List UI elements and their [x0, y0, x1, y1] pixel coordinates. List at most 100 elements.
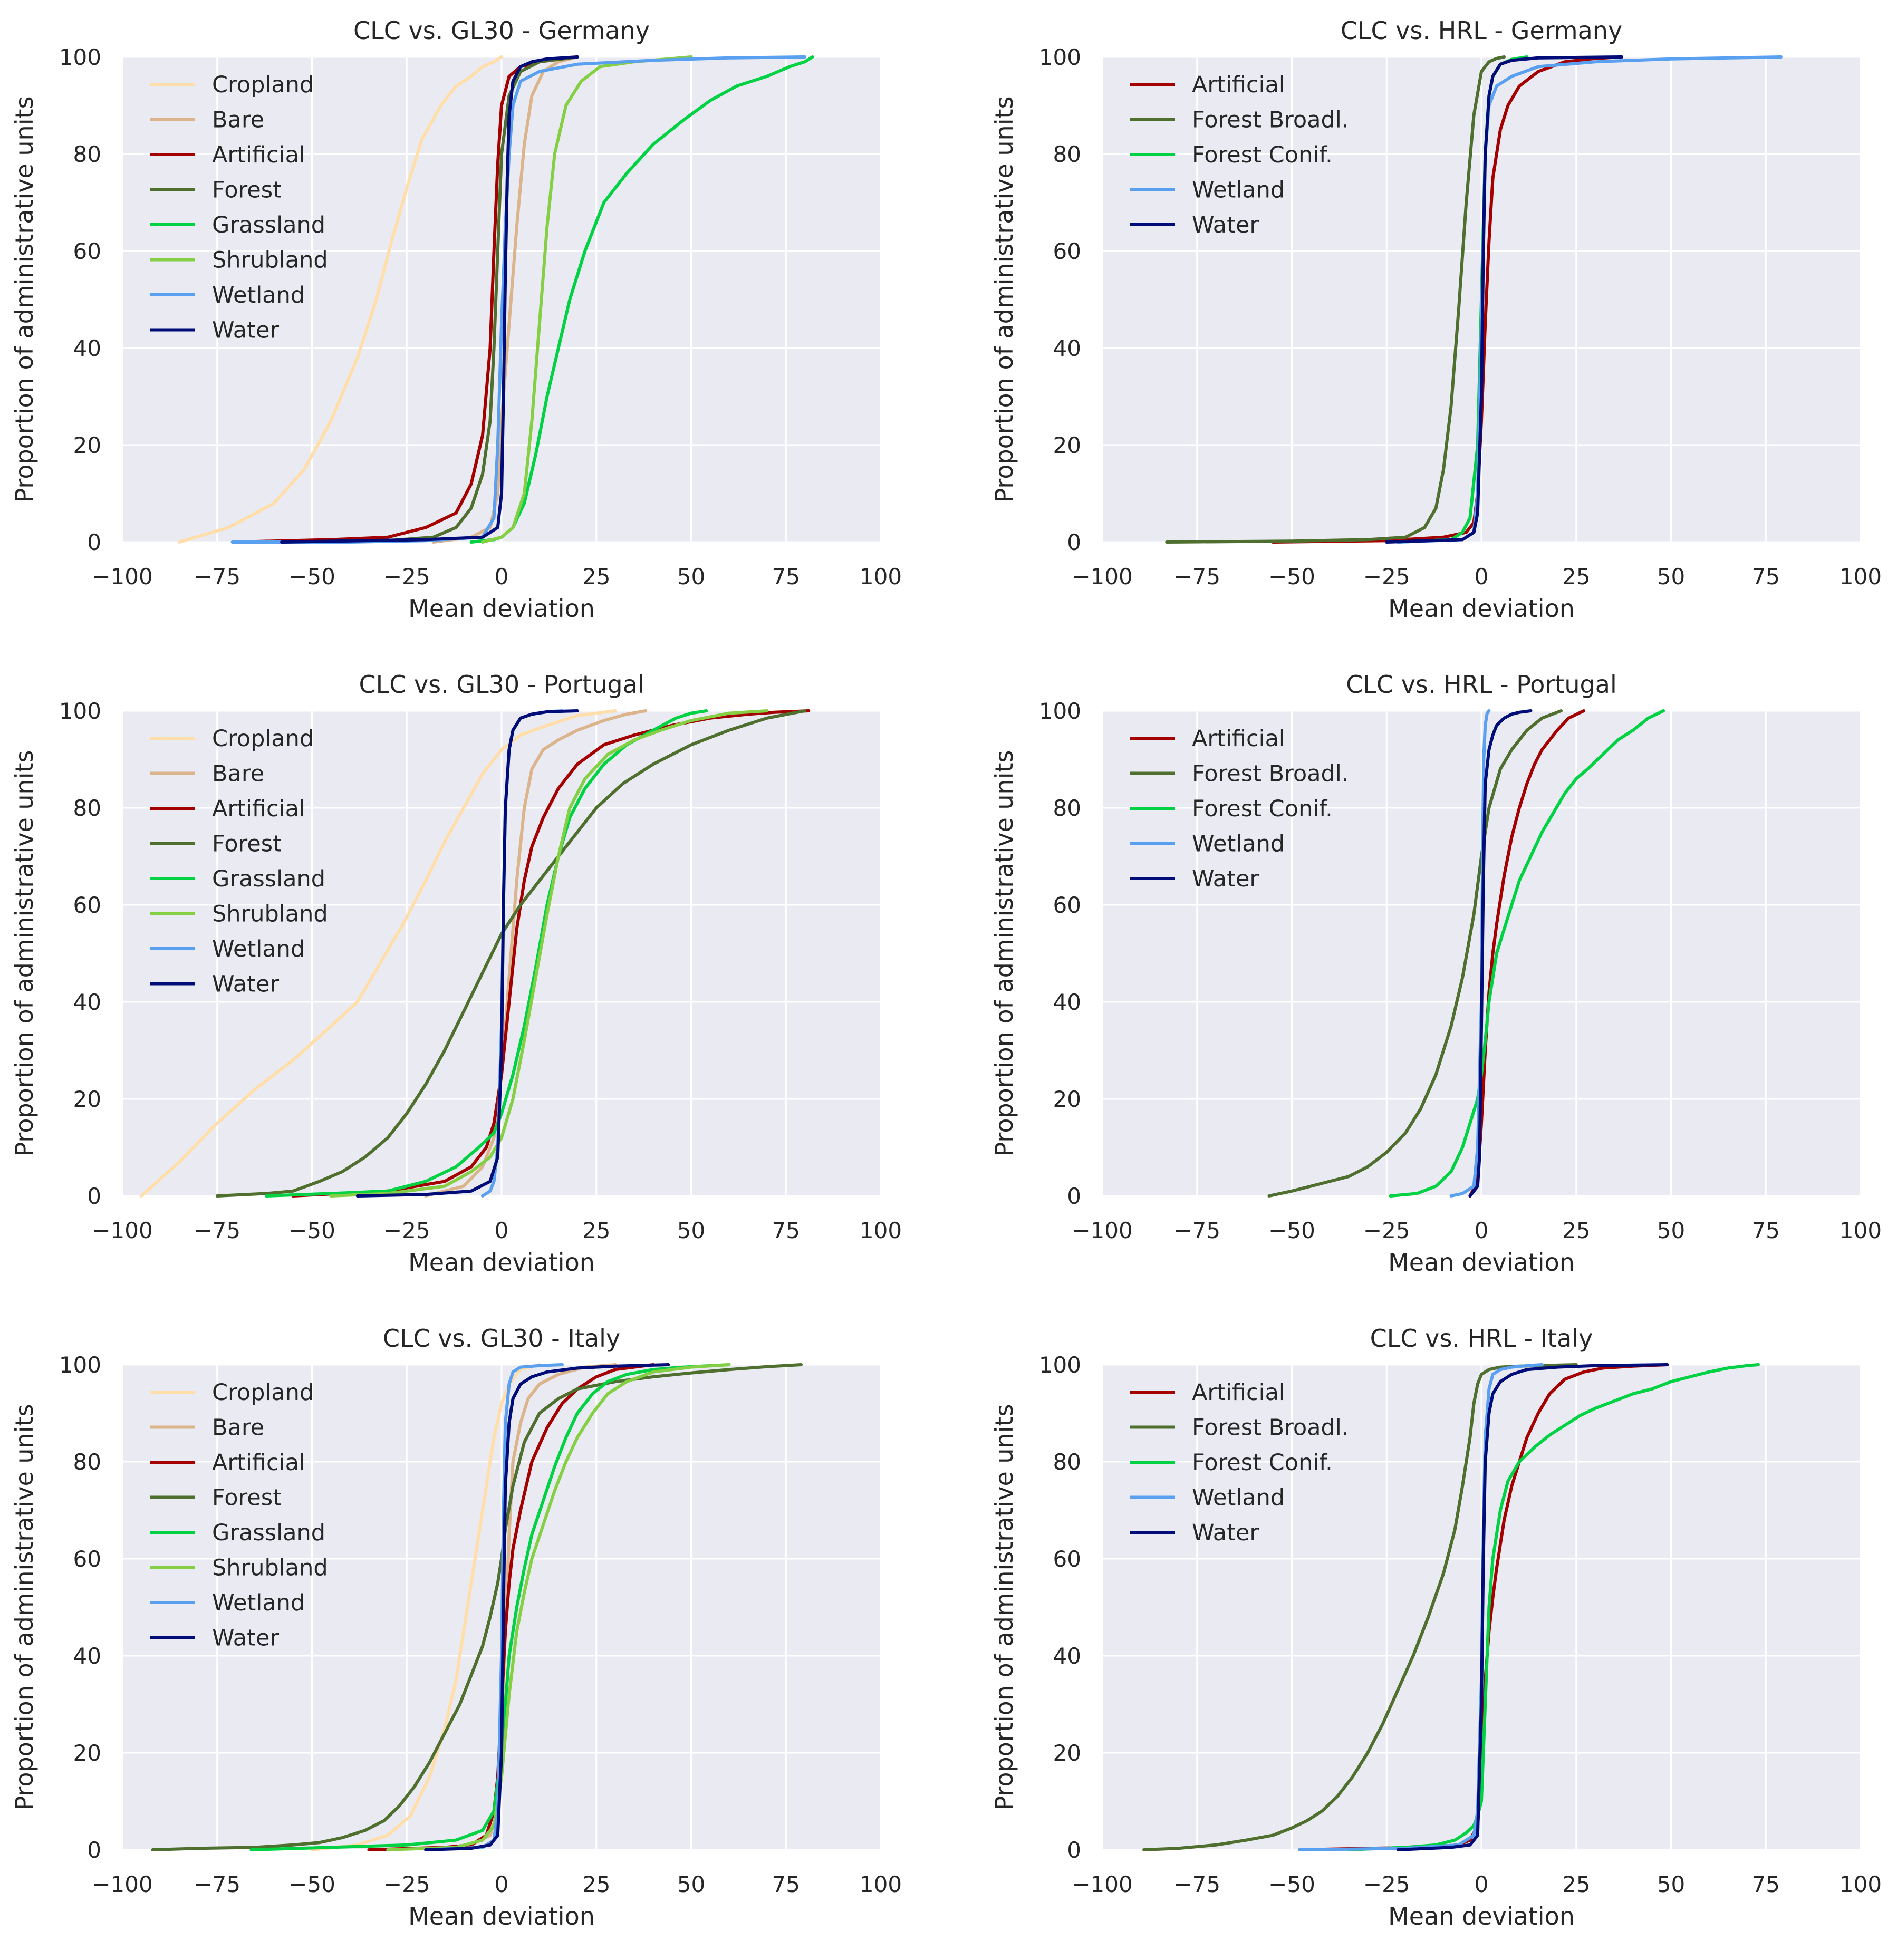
x-tick-label: 25 — [1562, 1871, 1590, 1897]
legend-label: Water — [212, 971, 279, 998]
x-tick-label: −75 — [1173, 564, 1220, 590]
legend-label: Forest Conif. — [1192, 796, 1333, 822]
x-tick-label: −25 — [383, 1871, 430, 1897]
series-line-cropland — [139, 709, 617, 1198]
x-axis-label: Mean deviation — [408, 1248, 595, 1277]
x-tick-label: −100 — [92, 1871, 152, 1897]
y-tick-label: 40 — [73, 989, 101, 1015]
x-tick-label: −75 — [194, 1218, 240, 1243]
legend-label: Cropland — [212, 726, 314, 752]
series-group — [177, 55, 814, 544]
x-tick-label: −100 — [92, 564, 152, 590]
y-tick-label: 100 — [59, 44, 101, 70]
series-line-forest-conif- — [1389, 709, 1665, 1198]
series-line-artificial — [234, 55, 579, 544]
y-tick-label: 100 — [1039, 1352, 1081, 1378]
y-tick-label: 0 — [1067, 1837, 1081, 1863]
x-tick-label: 75 — [772, 1218, 800, 1243]
x-tick-label: −50 — [288, 1218, 335, 1243]
x-tick-label: 100 — [860, 564, 902, 590]
y-tick-label: 60 — [1053, 1546, 1081, 1572]
y-tick-label: 80 — [73, 141, 101, 167]
series-line-water — [1396, 1363, 1669, 1851]
y-axis-label: Proportion of administrative units — [10, 750, 38, 1157]
y-tick-label: 100 — [1039, 44, 1081, 70]
legend-label: Artificial — [1192, 1379, 1285, 1406]
series-line-forest — [151, 1363, 803, 1851]
y-tick-label: 0 — [1067, 1183, 1081, 1209]
series-line-grassland — [249, 1363, 731, 1851]
x-tick-label: 50 — [677, 1871, 705, 1897]
legend-label: Shrubland — [212, 247, 328, 274]
y-tick-label: 20 — [1053, 432, 1081, 458]
x-tick-label: 50 — [1657, 1218, 1685, 1243]
series-line-water — [424, 1363, 670, 1851]
x-tick-label: 50 — [1657, 1871, 1685, 1897]
y-tick-label: 100 — [59, 698, 101, 724]
legend-label: Artificial — [212, 1450, 305, 1476]
series-line-forest-broadl- — [1267, 709, 1563, 1198]
x-tick-label: −75 — [194, 1871, 240, 1897]
y-tick-label: 20 — [1053, 1740, 1081, 1766]
series-line-shrubland — [386, 1363, 731, 1851]
y-tick-label: 40 — [1053, 1643, 1081, 1669]
legend-label: Water — [212, 1625, 279, 1652]
x-tick-label: −100 — [1072, 1218, 1132, 1243]
legend-label: Cropland — [212, 72, 314, 98]
x-tick-label: 0 — [495, 564, 509, 590]
x-tick-label: −75 — [1173, 1871, 1220, 1897]
y-tick-label: 0 — [87, 1183, 101, 1209]
y-tick-label: 20 — [73, 1086, 101, 1112]
x-tick-label: 0 — [1475, 1218, 1489, 1243]
x-tick-label: 75 — [1752, 1218, 1780, 1243]
legend: Artificial Forest Broadl. Forest Conif. Wet… — [1130, 1379, 1349, 1546]
y-tick-label: 40 — [1053, 989, 1081, 1015]
series-line-shrubland — [329, 709, 769, 1198]
chart-title: CLC vs. HRL - Portugal — [1346, 670, 1616, 699]
legend: Cropland Bare Artificial Forest Grassland Shr… — [150, 726, 328, 998]
x-tick-label: 75 — [1752, 564, 1780, 590]
x-tick-label: 25 — [1562, 1218, 1590, 1243]
legend-label: Grassland — [212, 212, 325, 238]
x-tick-label: 75 — [772, 1871, 800, 1897]
chart-panel-3: −100 −75 −50 −25 0 25 50 75 100 0 20 40 60 80 100 CLC v… — [10, 670, 902, 1277]
x-tick-label: −25 — [1363, 564, 1410, 590]
y-tick-label: 80 — [1053, 141, 1081, 167]
x-tick-label: 0 — [1475, 1871, 1489, 1897]
legend-label: Wetland — [212, 936, 305, 962]
x-tick-label: 0 — [495, 1218, 509, 1243]
chart-title: CLC vs. HRL - Germany — [1341, 16, 1622, 45]
chart-title: CLC vs. GL30 - Germany — [353, 16, 650, 45]
y-tick-label: 40 — [73, 1643, 101, 1669]
y-tick-label: 80 — [1053, 1449, 1081, 1475]
legend-label: Artificial — [1192, 726, 1285, 752]
x-tick-label: 100 — [860, 1218, 902, 1243]
chart-title: CLC vs. GL30 - Portugal — [359, 670, 644, 699]
legend-label: Grassland — [212, 1520, 325, 1546]
y-tick-label: 0 — [1067, 529, 1081, 555]
x-tick-label: −100 — [92, 1218, 152, 1243]
legend: Cropland Bare Artificial Forest Grassland Shr… — [150, 1379, 328, 1652]
legend-label: Forest Conif. — [1192, 1450, 1333, 1476]
series-line-forest — [280, 55, 579, 544]
series-line-water — [1468, 709, 1533, 1198]
legend-label: Wetland — [1192, 177, 1285, 204]
x-tick-label: −100 — [1072, 1871, 1132, 1897]
y-tick-label: 80 — [73, 795, 101, 821]
legend-label: Bare — [212, 1415, 264, 1441]
x-tick-label: −25 — [1363, 1871, 1410, 1897]
legend-label: Wetland — [212, 1590, 305, 1616]
legend-label: Forest — [212, 831, 282, 857]
legend-label: Water — [1192, 1520, 1259, 1546]
legend-label: Wetland — [1192, 831, 1285, 857]
legend-label: Wetland — [212, 282, 305, 308]
x-tick-label: 100 — [1840, 564, 1882, 590]
y-tick-label: 60 — [73, 238, 101, 264]
x-tick-label: −100 — [1072, 564, 1132, 590]
legend-label: Water — [212, 317, 279, 344]
x-tick-label: 75 — [772, 564, 800, 590]
y-tick-label: 80 — [73, 1449, 101, 1475]
x-tick-label: −25 — [383, 564, 430, 590]
x-tick-label: 50 — [677, 1218, 705, 1243]
